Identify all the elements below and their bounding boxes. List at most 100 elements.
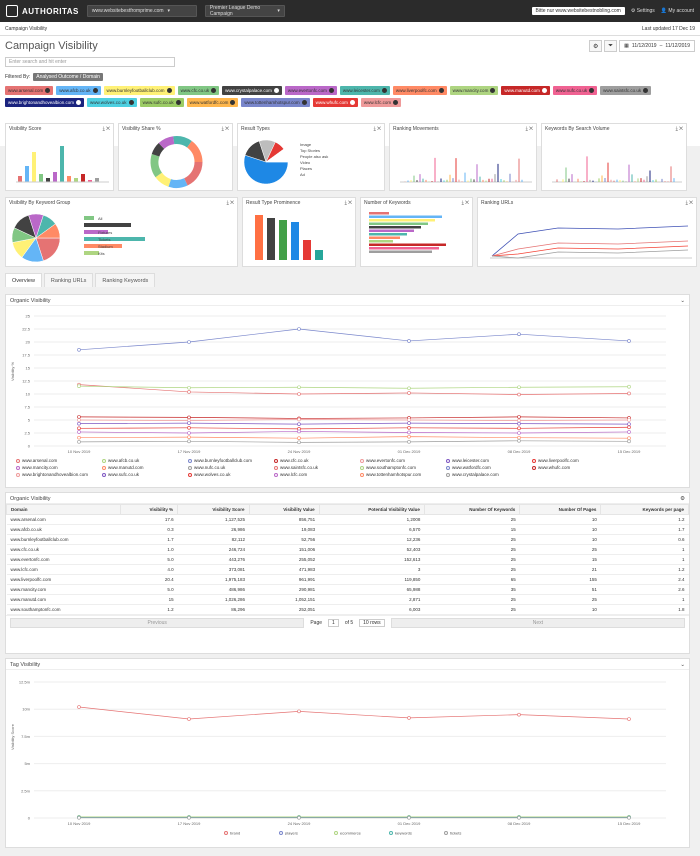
breadcrumb[interactable]: Campaign Visibility xyxy=(5,26,47,32)
column-header[interactable]: Number Of Keywords xyxy=(424,505,519,515)
column-header[interactable]: Visibility Score xyxy=(178,505,249,515)
legend-item[interactable]: www.whufc.com xyxy=(532,465,618,470)
panel-tools-icon[interactable]: ⤓ ✕ xyxy=(103,126,110,131)
tab-ranking-keywords[interactable]: Ranking Keywords xyxy=(95,273,155,287)
table-row[interactable]: www.arsenal.com 17.6 1,127,525 856,751 1,200… xyxy=(7,515,689,525)
domain-tag[interactable]: www.lcfc.com xyxy=(361,98,401,107)
legend-item[interactable]: www.cfc.co.uk xyxy=(274,458,360,463)
legend-item[interactable]: www.mancity.com xyxy=(16,465,102,470)
rows-select[interactable]: 10 rows xyxy=(359,619,385,627)
panel-tools-icon[interactable]: ⤓ ✕ xyxy=(222,126,229,131)
domain-tag[interactable]: www.leicester.com xyxy=(340,86,390,95)
domain-tag[interactable]: www.mancity.com xyxy=(450,86,499,95)
table-row[interactable]: www.cfc.co.uk 1.0 246,724 151,006 52,403 25 25… xyxy=(7,545,689,555)
close-icon[interactable] xyxy=(329,88,334,93)
legend-item[interactable]: www.afcb.co.uk xyxy=(102,458,188,463)
domain-tag[interactable]: www.burnleyfootballclub.com xyxy=(104,86,175,95)
table-row[interactable]: www.manutd.com 15 1,026,286 1,052,151 2,871 2… xyxy=(7,595,689,605)
legend-item[interactable]: www.southamptonfc.com xyxy=(360,465,446,470)
legend-item[interactable]: www.lcfc.com xyxy=(274,472,360,477)
legend-item[interactable]: www.manutd.com xyxy=(102,465,188,470)
settings-menu[interactable]: ⚙ Settings xyxy=(631,8,655,14)
domain-tag[interactable]: www.watfordfc.com xyxy=(187,98,239,107)
legend-item[interactable]: www.sufc.co.uk xyxy=(102,472,188,477)
close-icon[interactable] xyxy=(230,100,235,105)
column-header[interactable]: Domain xyxy=(7,505,121,515)
domain-tag[interactable]: www.wolves.co.uk xyxy=(87,98,137,107)
legend-item[interactable]: www.saintsfc.co.uk xyxy=(274,465,360,470)
domain-tag[interactable]: www.whufc.com xyxy=(313,98,358,107)
table-row[interactable]: www.burnleyfootballclub.com 1.7 82,112 52,7… xyxy=(7,535,689,545)
legend-item[interactable]: www.arsenal.com xyxy=(16,458,102,463)
legend-item[interactable]: www.liverpoolfc.com xyxy=(532,458,618,463)
close-icon[interactable] xyxy=(274,88,279,93)
close-icon[interactable] xyxy=(589,88,594,93)
close-icon[interactable] xyxy=(45,88,50,93)
domain-tag[interactable]: www.crystalpalace.com xyxy=(222,86,282,95)
close-icon[interactable] xyxy=(167,88,172,93)
panel-tools-icon[interactable]: ⤓ ✕ xyxy=(462,200,469,205)
table-row[interactable]: www.afcb.co.uk 0.3 26,986 19,083 6,570 15 10 1.… xyxy=(7,525,689,535)
legend-item[interactable]: www.wolves.co.uk xyxy=(188,472,274,477)
account-menu[interactable]: 👤 My account xyxy=(661,8,694,14)
legend-item[interactable]: www.tottenhamhotspur.com xyxy=(360,472,446,477)
prev-button[interactable]: Previous xyxy=(10,618,304,628)
chevron-down-icon[interactable]: ⌄ xyxy=(680,298,685,302)
table-row[interactable]: www.lcfc.com 4.0 373,081 471,983 3 25 21 1.2 xyxy=(7,565,689,575)
filter-chip[interactable]: Analysed Outcome / Domain xyxy=(33,73,103,81)
domain-tag[interactable]: www.manutd.com xyxy=(501,86,550,95)
close-icon[interactable] xyxy=(542,88,547,93)
domain-tag[interactable]: www.afcb.co.uk xyxy=(56,86,100,95)
domain-tag[interactable]: www.nufc.co.uk xyxy=(553,86,597,95)
table-row[interactable]: www.liverpoolfc.com 20.4 1,975,183 961,991 1… xyxy=(7,575,689,585)
panel-tools-icon[interactable]: ⤓ ✕ xyxy=(526,126,533,131)
domain-tag[interactable]: www.sufc.co.uk xyxy=(140,98,184,107)
legend-item[interactable]: www.crystalpalace.com xyxy=(446,472,532,477)
tab-overview[interactable]: Overview xyxy=(5,273,42,287)
project-select[interactable]: www.websitebestfromprime.com ▾ xyxy=(87,5,197,17)
domain-tag[interactable]: www.brightonandhovealbion.com xyxy=(5,98,84,107)
domain-tag[interactable]: www.cfc.co.uk xyxy=(178,86,220,95)
domain-tag[interactable]: www.liverpoolfc.com xyxy=(393,86,447,95)
date-range-picker[interactable]: ▦ 11/12/2019–11/12/2019 xyxy=(619,40,695,52)
close-icon[interactable] xyxy=(350,100,355,105)
table-row[interactable]: www.evertonfc.com 5.0 443,276 255,052 152,61… xyxy=(7,555,689,565)
app-logo[interactable]: AUTHORITAS xyxy=(6,5,79,17)
panel-tools-icon[interactable]: ⤓ ✕ xyxy=(345,200,352,205)
column-header[interactable]: Number Of Pages xyxy=(520,505,601,515)
close-icon[interactable] xyxy=(302,100,307,105)
column-header[interactable]: Visibility % xyxy=(121,505,178,515)
close-icon[interactable] xyxy=(382,88,387,93)
legend-item[interactable]: www.brightonandhovealbion.com xyxy=(16,472,102,477)
table-row[interactable]: www.southamptonfc.com 1.2 86,296 252,051 6,0… xyxy=(7,605,689,615)
column-header[interactable]: Visibility Value xyxy=(249,505,319,515)
column-header[interactable]: Potential Visibility Value xyxy=(319,505,424,515)
close-icon[interactable] xyxy=(93,88,98,93)
gear-icon[interactable]: ⚙ xyxy=(680,496,685,500)
domain-tag[interactable]: www.saintsfc.co.uk xyxy=(600,86,651,95)
domain-tag[interactable]: www.tottenhamhotspur.com xyxy=(241,98,309,107)
tab-ranking-urls[interactable]: Ranking URLs xyxy=(44,273,93,287)
close-icon[interactable] xyxy=(643,88,648,93)
campaign-select[interactable]: Premier League Demo Campaign ▾ xyxy=(205,5,285,17)
panel-tools-icon[interactable]: ⤓ ✕ xyxy=(374,126,381,131)
close-icon[interactable] xyxy=(393,100,398,105)
close-icon[interactable] xyxy=(211,88,216,93)
filter-icon[interactable]: ⏷ xyxy=(604,40,617,52)
panel-tools-icon[interactable]: ⤓ ✕ xyxy=(227,200,234,205)
legend-item[interactable]: www.watfordfc.com xyxy=(446,465,532,470)
panel-tools-icon[interactable]: ⤓ ✕ xyxy=(676,126,683,131)
close-icon[interactable] xyxy=(129,100,134,105)
page-input[interactable]: 1 xyxy=(328,619,339,627)
legend-item[interactable]: www.nufc.co.uk xyxy=(188,465,274,470)
legend-item[interactable]: www.evertonfc.com xyxy=(360,458,446,463)
close-icon[interactable] xyxy=(176,100,181,105)
banner-link[interactable]: Bitte nur www.websitebestnobling.com xyxy=(532,7,625,15)
close-icon[interactable] xyxy=(490,88,495,93)
legend-item[interactable]: www.burnleyfootballclub.com xyxy=(188,458,274,463)
close-icon[interactable] xyxy=(439,88,444,93)
chevron-down-icon[interactable]: ⌄ xyxy=(680,662,685,666)
search-input[interactable]: Enter search and hit enter xyxy=(5,57,175,67)
gear-icon[interactable]: ⚙ xyxy=(589,40,602,52)
domain-tag[interactable]: www.arsenal.com xyxy=(5,86,53,95)
